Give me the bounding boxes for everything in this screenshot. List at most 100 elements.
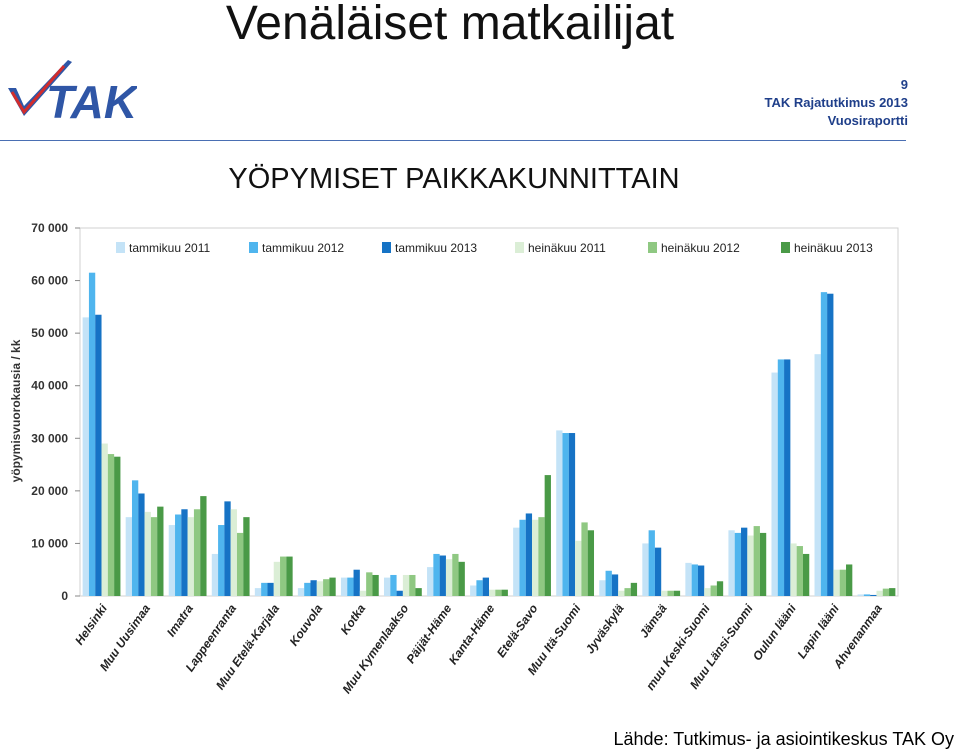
- bar: [802, 553, 810, 596]
- y-axis-label: yöpymisvuorokausia / kk: [9, 339, 23, 482]
- bar: [88, 272, 96, 596]
- bar: [648, 530, 655, 596]
- legend: tammikuu 2011 tammikuu 2012 tammikuu 2013 h…: [116, 241, 873, 255]
- bar: [741, 527, 748, 596]
- bar: [489, 589, 496, 596]
- x-tick-label: Helsinki: [72, 601, 110, 647]
- bar: [685, 562, 692, 596]
- header-divider: [0, 140, 906, 141]
- bar: [710, 585, 717, 596]
- bar: [562, 433, 569, 596]
- bar: [814, 354, 821, 596]
- bar: [753, 526, 760, 596]
- bar: [181, 509, 188, 596]
- bar: [482, 577, 489, 596]
- y-tick-label: 30 000: [31, 431, 68, 445]
- bar: [211, 553, 219, 596]
- bar: [82, 317, 89, 596]
- bar: [833, 569, 840, 596]
- bar: [366, 572, 373, 596]
- bar: [415, 588, 422, 596]
- bar: [168, 525, 176, 596]
- legend-swatch: [249, 242, 258, 253]
- bar: [642, 543, 649, 596]
- legend-swatch: [648, 242, 657, 253]
- bar: [329, 577, 336, 596]
- bar: [175, 514, 182, 596]
- bar: [439, 555, 446, 596]
- bar: [777, 359, 785, 596]
- bar: [150, 517, 158, 596]
- bar: [691, 564, 698, 596]
- bar: [820, 292, 828, 596]
- bar: [347, 577, 354, 596]
- report-type: Vuosiraportti: [827, 113, 908, 128]
- x-tick-label: Oulun lääni: [750, 601, 799, 663]
- bar: [236, 532, 244, 596]
- x-tick-label: Etelä-Savo: [494, 602, 541, 660]
- bar: [661, 590, 668, 596]
- bar: [476, 580, 483, 596]
- bar: [716, 581, 724, 596]
- bar: [95, 314, 102, 596]
- bar: [125, 517, 132, 596]
- bar: [575, 540, 582, 596]
- bar: [747, 535, 754, 596]
- x-tick-label: Jyväskylä: [583, 601, 627, 656]
- bar: [870, 594, 877, 596]
- x-tick-label: Lapin lääni: [794, 601, 842, 661]
- bar: [538, 517, 545, 596]
- legend-swatch: [382, 242, 391, 253]
- bar: [114, 456, 121, 596]
- bar: [470, 585, 477, 596]
- bar: [267, 582, 274, 596]
- y-ticks-group: 0 10 000 20 000 30 000 40 000 50 000 60 000 70 …: [31, 221, 80, 603]
- tak-logo: TAK: [2, 60, 140, 128]
- bar: [304, 582, 311, 596]
- y-tick-label: 0: [61, 589, 68, 603]
- bar: [157, 506, 164, 596]
- chart-title: YÖPYMISET PAIKKAKUNNITTAIN: [228, 163, 679, 195]
- bar: [839, 569, 847, 596]
- bar: [359, 590, 367, 596]
- bar: [144, 511, 151, 596]
- bar: [224, 501, 231, 596]
- bar: [402, 574, 410, 596]
- bar: [316, 581, 324, 596]
- bar: [501, 589, 508, 596]
- bar: [254, 588, 262, 596]
- legend-label: tammikuu 2013: [395, 241, 477, 255]
- bar: [340, 577, 348, 596]
- legend-label: tammikuu 2011: [129, 241, 210, 255]
- report-info: 9 TAK Rajatutkimus 2013 Vuosiraportti: [764, 76, 908, 130]
- bar: [784, 359, 791, 596]
- bar: [599, 580, 606, 596]
- legend-swatch: [515, 242, 524, 253]
- bar: [433, 553, 440, 596]
- bar: [427, 567, 434, 596]
- bar: [372, 574, 379, 596]
- bar: [857, 594, 864, 596]
- legend-swatch: [781, 242, 790, 253]
- bar: [107, 454, 115, 596]
- bar: [101, 443, 108, 596]
- bar: [297, 588, 305, 596]
- bar: [556, 430, 563, 596]
- bar: [759, 532, 767, 596]
- bar: [193, 509, 201, 596]
- bar: [218, 525, 225, 596]
- slide-title: Venäläiset matkailijat: [225, 0, 675, 50]
- bar: [495, 589, 502, 596]
- bar: [519, 519, 526, 596]
- bar: [280, 556, 287, 596]
- bar: [353, 569, 360, 596]
- legend-label: heinäkuu 2013: [794, 241, 873, 255]
- bar: [796, 546, 803, 596]
- legend-label: heinäkuu 2012: [661, 241, 740, 255]
- bar: [611, 574, 619, 596]
- y-tick-label: 10 000: [31, 536, 68, 550]
- legend-label: tammikuu 2012: [262, 241, 344, 255]
- bar: [383, 577, 391, 596]
- bar: [876, 590, 883, 596]
- x-tick-label: Kotka: [338, 601, 369, 637]
